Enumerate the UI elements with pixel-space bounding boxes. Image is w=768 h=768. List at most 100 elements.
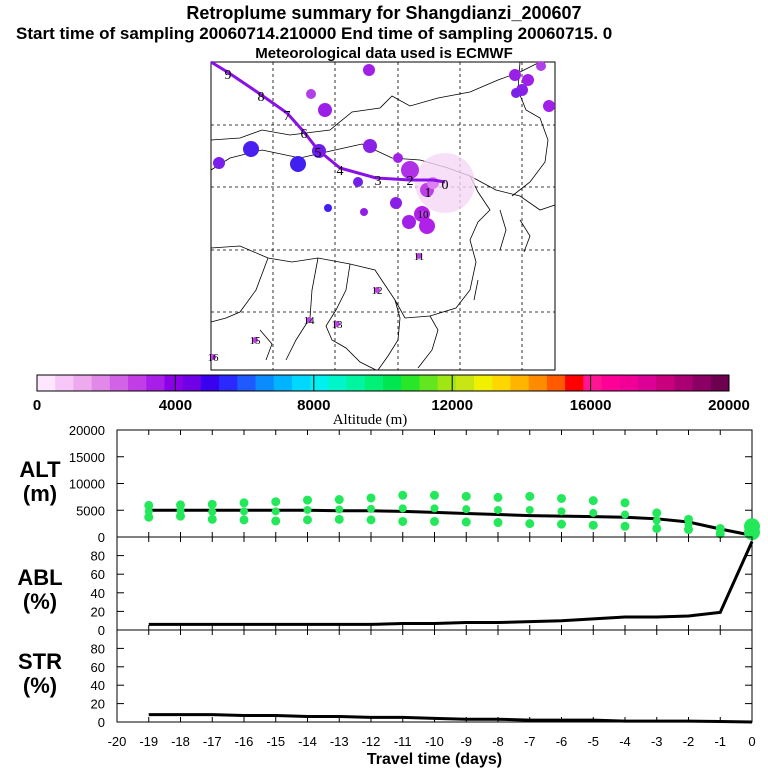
scatter-point <box>240 507 248 516</box>
scatter-point <box>525 491 535 501</box>
plume-cluster <box>402 215 416 229</box>
x-tick-label: -5 <box>587 734 599 749</box>
track-label: 9 <box>225 68 232 83</box>
plume-cluster <box>306 89 316 99</box>
scatter-point <box>430 504 439 513</box>
colorbar-cell <box>291 375 311 391</box>
colorbar-cell <box>583 375 603 391</box>
plume-cluster <box>318 103 332 117</box>
y-tick-label: 20000 <box>69 423 105 438</box>
colorbar-cell <box>601 375 621 391</box>
colorbar-cell <box>546 375 566 391</box>
scatter-point <box>525 505 534 514</box>
scatter-point <box>366 493 376 503</box>
plume-cluster <box>363 64 375 76</box>
colorbar-cell <box>419 375 439 391</box>
abl-line <box>148 541 754 626</box>
plume-cluster <box>363 139 377 153</box>
colorbar-cell <box>237 375 257 391</box>
track-label: 7 <box>284 109 291 124</box>
str-line <box>148 713 753 724</box>
scatter-point <box>239 515 249 525</box>
scatter-point <box>398 516 408 526</box>
str-frame <box>116 629 753 723</box>
plume-clusters <box>213 61 555 234</box>
plume-cluster <box>390 197 402 209</box>
track-label: 4 <box>337 164 344 179</box>
x-tick-label: -20 <box>108 734 127 749</box>
outlier-label: 10 <box>418 209 430 221</box>
outlier-label: 12 <box>372 285 383 297</box>
outlier-label: 14 <box>304 315 316 327</box>
x-tick-label: -11 <box>394 734 412 749</box>
scatter-point <box>493 492 503 502</box>
chart-title: Retroplume summary for Shangdianzi_20060… <box>186 3 582 23</box>
x-tick-label: 0 <box>748 734 755 749</box>
sampling-time-line: Start time of sampling 20060714.210000 E… <box>16 24 613 43</box>
scatter-point <box>652 523 662 533</box>
x-tick-label: -18 <box>171 734 190 749</box>
colorbar-cell <box>674 375 694 391</box>
scatter-point <box>557 493 566 503</box>
str-label-line2: (%) <box>22 673 58 698</box>
alt-line <box>148 508 753 537</box>
track-label: 3 <box>375 174 382 189</box>
scatter-point <box>557 507 566 516</box>
y-tick-label: 10000 <box>69 477 105 492</box>
abl-label: ABL (%) <box>5 566 75 614</box>
scatter-point <box>493 518 503 528</box>
y-tick-label: 0 <box>98 623 105 638</box>
colorbar-cell <box>146 375 165 391</box>
scatter-point <box>303 515 312 525</box>
plume-cluster <box>243 141 259 157</box>
plume-cluster <box>290 156 306 172</box>
y-tick-label: 20 <box>91 697 105 712</box>
x-tick-label: -2 <box>683 734 695 749</box>
outlier-dot <box>306 317 312 323</box>
colorbar-cell <box>73 375 93 391</box>
scatter-point <box>207 499 217 509</box>
colorbar-tick-label: 12000 <box>431 397 473 414</box>
track-label: 5 <box>315 146 322 161</box>
colorbar-cell <box>565 375 584 391</box>
colorbar-cell <box>55 375 74 391</box>
scatter-point <box>271 516 281 526</box>
track-label: 1 <box>425 186 432 201</box>
colorbar-cell <box>619 375 639 391</box>
outlier-dot <box>334 321 340 327</box>
plume-cluster <box>393 153 403 163</box>
scatter-point <box>621 510 629 519</box>
colorbar-cell <box>182 375 202 391</box>
colorbar-cell <box>710 375 730 391</box>
scatter-point <box>652 516 661 525</box>
x-tick-label: -14 <box>298 734 317 749</box>
scatter-point <box>589 508 598 517</box>
x-tick-label: -13 <box>330 734 349 749</box>
track-label: 2 <box>407 174 414 189</box>
colorbar-cell <box>510 375 530 391</box>
colorbar-title: Altitude (m) <box>333 412 408 428</box>
alt-label-line2: (m) <box>22 481 58 506</box>
scatter-point <box>144 507 153 516</box>
scatter-point <box>207 514 217 524</box>
scatter-point <box>462 505 471 514</box>
plume-cluster <box>543 100 555 112</box>
y-tick-label: 20 <box>91 604 105 619</box>
scatter-point <box>176 500 185 510</box>
scatter-point <box>588 520 598 530</box>
colorbar-cell <box>656 375 675 391</box>
track-label: 0 <box>442 178 449 193</box>
colorbar-cell <box>273 375 293 391</box>
colorbar-cell <box>455 375 475 391</box>
y-tick-label: 40 <box>91 678 105 693</box>
colorbar-cell <box>128 375 147 391</box>
scatter-point <box>716 527 725 536</box>
colorbar-tick-label: 20000 <box>708 397 750 414</box>
abl-label-line1: ABL <box>17 565 63 590</box>
x-tick-label: -10 <box>425 734 444 749</box>
colorbar-cell <box>200 375 220 391</box>
scatter-point <box>744 524 760 541</box>
plume-cluster <box>511 88 521 98</box>
